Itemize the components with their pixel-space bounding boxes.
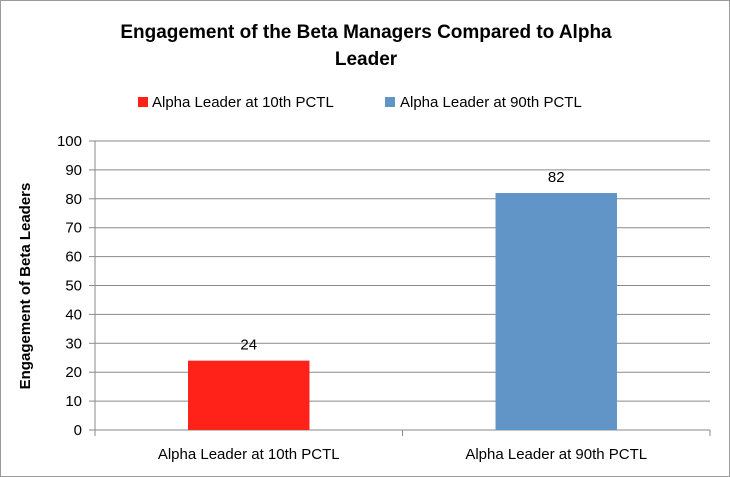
y-tick-label-50: 50 — [65, 278, 82, 295]
y-axis-label: Engagement of Beta Leaders — [17, 183, 34, 390]
y-tick-label-40: 40 — [65, 306, 82, 323]
x-tick-label-1: Alpha Leader at 10th PCTL — [158, 446, 340, 463]
y-tick-label-20: 20 — [65, 364, 82, 381]
y-tick-label-30: 30 — [65, 335, 82, 352]
legend-label-10th: Alpha Leader at 10th PCTL — [152, 94, 334, 111]
y-tick-label-90: 90 — [65, 162, 82, 179]
data-label-2: 82 — [548, 169, 565, 186]
legend-label-90th: Alpha Leader at 90th PCTL — [400, 94, 582, 111]
y-tick-label-10: 10 — [65, 393, 82, 410]
data-labels: 24 82 — [240, 169, 564, 354]
data-label-1: 24 — [240, 337, 257, 354]
legend-swatch-90th — [385, 97, 395, 107]
y-tick-label-100: 100 — [57, 133, 82, 150]
gridlines — [95, 140, 710, 402]
y-tick-label-80: 80 — [65, 191, 82, 208]
bars — [188, 193, 617, 430]
y-tick-label-70: 70 — [65, 220, 82, 237]
legend-swatch-10th — [138, 97, 148, 107]
chart-title-line-2: Leader — [335, 49, 398, 70]
bar-1 — [188, 360, 310, 430]
y-tick-label-0: 0 — [74, 422, 82, 439]
bar-2 — [495, 193, 617, 430]
x-axis-ticks: Alpha Leader at 10th PCTL Alpha Leader at… — [158, 446, 647, 463]
x-tick-label-2: Alpha Leader at 90th PCTL — [465, 446, 647, 463]
chart-title-line-1: Engagement of the Beta Managers Compared… — [120, 22, 612, 43]
y-axis-ticks: 0 10 20 30 40 50 60 70 80 90 100 — [57, 133, 82, 439]
y-tick-label-60: 60 — [65, 249, 82, 266]
legend: Alpha Leader at 10th PCTL Alpha Leader a… — [138, 94, 582, 111]
